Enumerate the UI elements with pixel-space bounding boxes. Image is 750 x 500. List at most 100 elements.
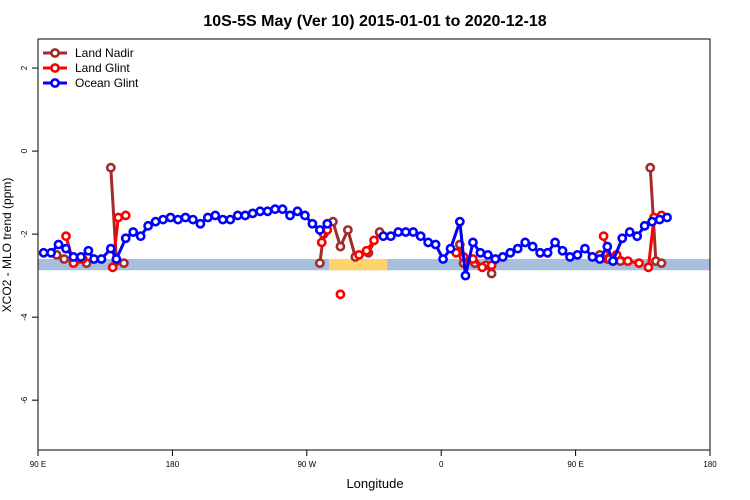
land-nadir-point-1-2 (118, 258, 129, 269)
ocean-glint-point-0-26 (232, 210, 243, 221)
land-glint-point-6-4 (634, 258, 644, 269)
land-nadir-point-2-3 (335, 241, 346, 252)
ocean-band-0 (38, 259, 330, 271)
y-tick-label-0: 2 (20, 65, 29, 70)
series-layer (38, 162, 672, 300)
ocean-glint-point-1-0 (378, 231, 389, 242)
ocean-glint-point-0-29 (255, 206, 266, 217)
ocean-glint-point-0-8 (96, 254, 107, 264)
ocean-glint-point-0-3 (61, 243, 71, 254)
ocean-glint-point-0-31 (270, 204, 280, 215)
ocean-glint-point-1-6 (423, 237, 434, 248)
ocean-glint-point-0-13 (135, 231, 146, 242)
land-nadir-point-0-1 (59, 254, 70, 264)
ocean-glint-point-1-8 (438, 254, 448, 264)
plot-frame (37, 38, 711, 451)
ocean-glint-point-0-16 (158, 214, 168, 225)
ocean-glint-point-0-6 (83, 245, 94, 256)
legend-marker-ocean-glint (50, 78, 60, 88)
legend-label-ocean-glint: Ocean Glint (75, 76, 139, 90)
ocean-glint-point-1-7 (430, 239, 441, 250)
ocean-glint-point-1-15 (490, 254, 501, 264)
ocean-glint-point-1-34 (632, 231, 643, 242)
land-nadir-point-1-0 (105, 162, 116, 173)
x-tick-label-5: 180 (703, 460, 717, 469)
ocean-glint-point-0-24 (217, 214, 228, 225)
land-glint-point-4-1 (361, 245, 372, 256)
ocean-glint-point-0-35 (300, 210, 310, 221)
y-tick-label-2: -2 (20, 230, 29, 238)
ocean-glint-point-0-22 (202, 212, 213, 223)
ocean-glint-point-1-30 (602, 241, 613, 252)
ocean-glint-point-0-21 (195, 218, 206, 229)
ocean-glint-point-1-14 (482, 249, 493, 260)
ocean-glint-point-0-33 (285, 210, 295, 221)
ocean-glint-point-0-27 (240, 210, 251, 221)
ocean-glint-point-0-10 (111, 254, 122, 264)
series-ocean-glint (38, 204, 672, 281)
land-glint-point-1-0 (107, 262, 118, 273)
ocean-glint-point-1-29 (594, 254, 605, 264)
ocean-glint-point-0-5 (76, 252, 86, 262)
x-tick-label-1: 180 (166, 460, 180, 469)
x-axis: 90 E 180 90 W 0 90 E 180 (30, 450, 717, 469)
ocean-glint-point-1-36 (647, 216, 658, 227)
ocean-glint-point-1-4 (408, 227, 419, 237)
ocean-glint-point-1-17 (505, 247, 516, 258)
ocean-glint-point-1-18 (512, 243, 523, 254)
chart-title: 10S-5S May (Ver 10) 2015-01-01 to 2020-1… (203, 13, 546, 30)
x-tick-label-4: 90 E (567, 460, 583, 469)
ocean-glint-point-1-28 (587, 252, 598, 262)
ocean-glint-point-0-9 (105, 243, 116, 254)
land-nadir-point-5-0 (645, 162, 656, 173)
y-tick-label-4: -6 (20, 396, 29, 404)
ocean-glint-point-1-16 (497, 252, 508, 262)
y-tick-label-1: 0 (20, 148, 29, 153)
ocean-glint-point-0-15 (150, 216, 161, 227)
land-glint-point-6-0 (598, 231, 609, 242)
ocean-glint-point-0-12 (128, 227, 139, 237)
ocean-glint-point-1-19 (520, 237, 531, 248)
ocean-glint-point-0-11 (120, 233, 131, 244)
ocean-glint-point-1-5 (415, 231, 426, 242)
land-band-0 (329, 259, 388, 271)
land-glint-point-0-0 (61, 231, 71, 242)
ocean-glint-point-0-14 (143, 220, 154, 231)
land-glint-point-6-3 (622, 256, 633, 267)
ocean-glint-point-1-20 (527, 241, 538, 252)
ocean-glint-point-1-11 (460, 270, 471, 281)
land-glint-point-5-3 (477, 262, 488, 273)
ocean-glint-point-1-2 (393, 227, 404, 237)
ocean-glint-point-0-20 (188, 214, 198, 225)
ocean-glint-point-1-23 (550, 237, 560, 248)
ocean-glint-point-1-35 (639, 220, 650, 231)
legend-marker-land-glint (50, 63, 60, 73)
ocean-glint-point-0-2 (53, 239, 64, 250)
legend-label-land-glint: Land Glint (75, 61, 130, 75)
ocean-glint-point-1-12 (468, 237, 478, 248)
ocean-glint-point-0-17 (165, 212, 176, 223)
ocean-glint-point-0-36 (307, 218, 318, 229)
x-axis-label: Longitude (346, 476, 403, 491)
x-tick-label-0: 90 E (30, 460, 46, 469)
ocean-glint-point-1-33 (624, 227, 635, 237)
ocean-glint-point-0-4 (68, 252, 79, 262)
ocean-glint-point-0-7 (89, 254, 99, 264)
y-axis-label: XCO2 - MLO trend (ppm) (0, 178, 14, 313)
ocean-glint-point-1-37 (654, 214, 665, 225)
legend-marker-land-nadir (50, 48, 60, 58)
ocean-glint-point-1-26 (572, 249, 583, 260)
ocean-glint-point-1-22 (542, 247, 553, 258)
ocean-glint-point-1-32 (617, 233, 628, 244)
ocean-glint-point-0-1 (46, 247, 56, 258)
land-nadir-point-3-4 (486, 268, 497, 279)
ocean-glint-point-0-30 (262, 206, 273, 217)
ocean-glint-point-1-13 (475, 247, 486, 258)
ocean-glint-point-1-9 (445, 243, 456, 254)
land-sea-bands (38, 259, 710, 271)
land-glint-point-7-0 (643, 262, 654, 273)
land-nadir-point-5-2 (656, 258, 667, 269)
ocean-glint-point-0-0 (38, 247, 49, 258)
ocean-band-1 (387, 259, 710, 271)
